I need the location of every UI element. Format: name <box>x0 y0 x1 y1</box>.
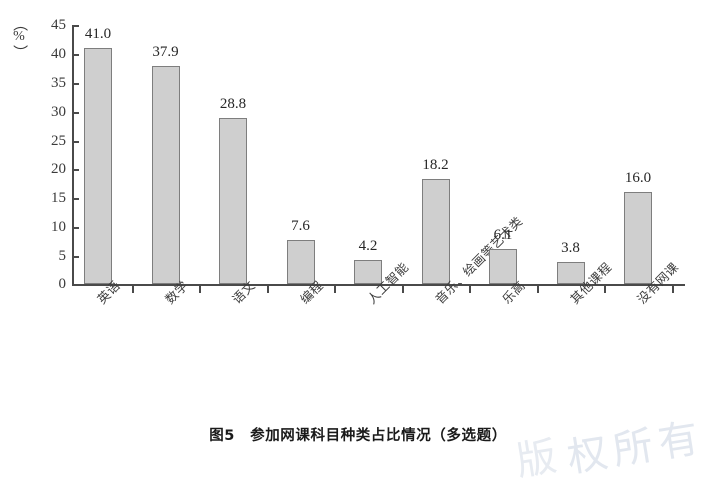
x-axis-tick <box>199 286 202 293</box>
y-axis-percent-symbol: % <box>13 29 25 44</box>
y-axis-tick-label: 15 <box>51 190 66 206</box>
bar <box>286 240 315 284</box>
bar <box>624 191 652 284</box>
y-axis-tick <box>72 112 79 114</box>
bar-value-label: 41.0 <box>84 26 112 43</box>
y-axis-tick-label: 10 <box>51 219 66 235</box>
x-axis-tick <box>334 286 337 293</box>
x-axis-tick <box>266 286 269 293</box>
y-axis-line <box>72 25 74 285</box>
y-axis-tick-label: 45 <box>51 17 66 33</box>
chart-plot-area: （ % ） 45 40 35 30 25 20 15 10 5 0 41.0 英语… <box>6 16 685 307</box>
bar-value-label: 16.0 <box>624 169 652 186</box>
x-axis-tick <box>671 286 674 293</box>
y-axis-paren-open: （ <box>11 16 27 32</box>
y-axis-tick <box>72 141 79 143</box>
y-axis-tick <box>72 25 79 27</box>
figure-caption: 图5 参加网课科目种类占比情况（多选题） <box>209 428 507 444</box>
y-axis-tick-label: 0 <box>58 276 67 292</box>
y-axis-tick <box>72 227 79 229</box>
y-axis-paren-close: ） <box>11 44 27 60</box>
y-axis-tick <box>72 198 79 200</box>
bar <box>489 248 517 284</box>
bar <box>151 65 180 284</box>
y-axis-tick-label: 35 <box>51 75 66 91</box>
x-axis-tick <box>604 286 607 293</box>
x-axis-tick <box>131 286 134 293</box>
bar-value-label: 7.6 <box>291 218 310 235</box>
y-axis-tick <box>72 83 79 85</box>
bar-value-label: 37.9 <box>152 43 179 60</box>
y-axis-unit-label: （ % ） <box>6 16 32 59</box>
figure-container: 权所有 版 （ % ） 45 40 35 30 25 20 15 10 5 0 … <box>6 16 708 484</box>
y-axis-tick <box>72 169 79 171</box>
x-axis-tick <box>536 286 539 293</box>
bar-value-label: 3.8 <box>561 240 580 257</box>
bar <box>421 179 450 284</box>
bar <box>219 118 247 284</box>
bar <box>354 259 382 284</box>
bar-value-label: 28.8 <box>219 96 247 113</box>
y-axis-tick-label: 25 <box>51 133 66 149</box>
x-axis-tick <box>469 286 472 293</box>
y-axis-tick-label: 30 <box>51 104 66 120</box>
x-axis-tick <box>401 286 404 293</box>
bar-value-label: 6.1 <box>493 226 513 243</box>
bar <box>556 262 585 284</box>
y-axis-tick-label: 20 <box>51 161 66 177</box>
y-axis-tick-label: 5 <box>58 248 67 264</box>
y-axis-tick <box>72 256 79 258</box>
x-axis-line <box>72 284 685 286</box>
y-axis-tick <box>72 284 79 286</box>
bar-value-label: 4.2 <box>358 237 378 254</box>
bar <box>84 48 112 284</box>
y-axis-tick-label: 40 <box>51 46 66 62</box>
y-axis-tick <box>72 54 79 56</box>
bar-value-label: 18.2 <box>422 157 449 174</box>
